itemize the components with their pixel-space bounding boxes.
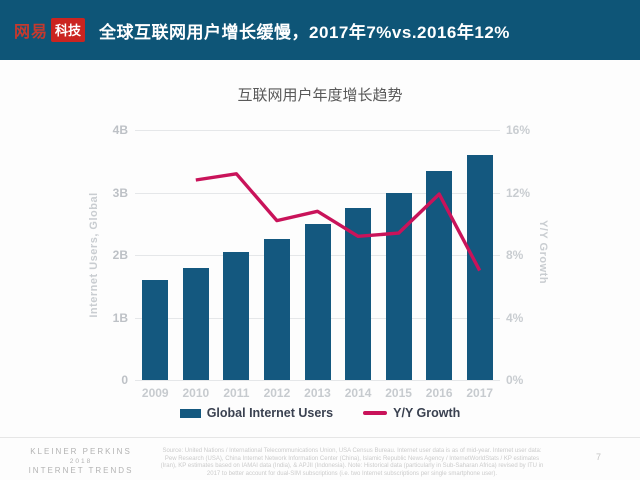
legend-label: Global Internet Users	[206, 406, 334, 420]
bar-2011	[223, 251, 250, 380]
brand-line-2: 2018	[69, 458, 93, 465]
right-tick: 0%	[506, 373, 524, 387]
right-axis-ticks: 16% 12% 8% 4% 0%	[506, 123, 550, 387]
left-tick: 2B	[112, 248, 128, 262]
right-tick: 16%	[506, 123, 531, 137]
x-label-2014: 2014	[344, 386, 372, 400]
growth-line	[195, 172, 482, 272]
legend-label: Y/Y Growth	[393, 406, 461, 420]
plot-area	[135, 130, 500, 381]
headline: 全球互联网用户增长缓慢，2017年7%vs.2016年12%	[99, 22, 510, 42]
page-number: 7	[596, 452, 602, 462]
left-tick: 3B	[112, 185, 128, 200]
bar-2010	[182, 267, 209, 380]
legend-bar-swatch	[179, 408, 201, 418]
x-label-2009: 2009	[141, 386, 169, 400]
gridline	[135, 130, 500, 131]
brand-line-3: INTERNET TRENDS	[28, 466, 134, 475]
header-banner: 网易 科技 全球互联网用户增长缓慢，2017年7%vs.2016年12%	[0, 0, 640, 60]
logo-brand-text: 网易	[14, 24, 49, 41]
legend-item: Global Internet Users	[179, 406, 334, 420]
x-label-2017: 2017	[466, 386, 494, 400]
brand-line-1: KLEINER PERKINS	[30, 447, 132, 456]
x-axis-labels: 2009 2010 2011 2012 2013 2014 2015 2016 2017	[135, 386, 500, 402]
x-label-2013: 2013	[304, 386, 331, 400]
left-tick: 1B	[112, 310, 128, 325]
left-tick: 4B	[112, 123, 128, 137]
x-label-2010: 2010	[182, 386, 210, 400]
x-label-2015: 2015	[385, 386, 412, 400]
footer-divider	[0, 437, 640, 438]
netease-tech-logo: 网易 科技	[14, 18, 86, 42]
x-label-2016: 2016	[425, 386, 453, 400]
right-tick: 12%	[506, 185, 531, 200]
left-axis-ticks: 4B 3B 2B 1B 0	[58, 123, 128, 387]
right-tick: 4%	[506, 310, 524, 325]
left-tick: 0	[121, 373, 128, 387]
gridline	[135, 380, 500, 381]
bar-2013	[304, 223, 331, 380]
source-note: Source: United Nations / International T…	[160, 448, 544, 477]
x-label-2011: 2011	[223, 386, 250, 400]
bar-2009	[142, 280, 169, 380]
chart-legend: Global Internet Users Y/Y Growth	[0, 406, 640, 420]
bar-2012	[263, 239, 290, 380]
right-tick: 8%	[506, 248, 524, 262]
logo-suffix-badge: 科技	[51, 18, 86, 42]
chart-title: 互联网用户年度增长趋势	[237, 87, 403, 104]
legend-line-swatch	[363, 411, 388, 415]
legend-item: Y/Y Growth	[363, 406, 460, 420]
bar-2016	[426, 170, 453, 380]
kleiner-perkins-brand: KLEINER PERKINS 2018 INTERNET TRENDS	[10, 447, 152, 476]
x-label-2012: 2012	[263, 386, 291, 400]
gridline	[135, 192, 500, 194]
